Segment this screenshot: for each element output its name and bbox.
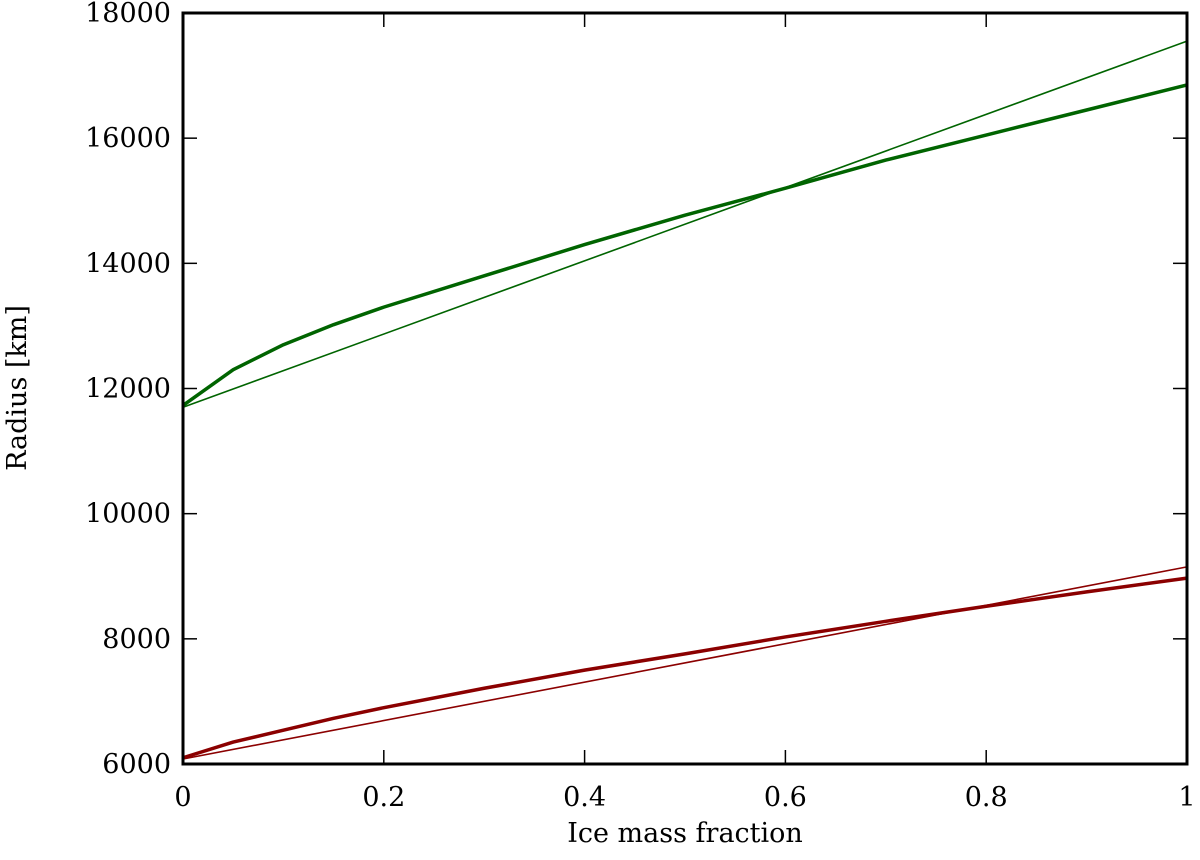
- x-tick-label: 0.8: [965, 782, 1008, 813]
- x-tick-label: 1: [1178, 782, 1195, 813]
- x-axis-label: Ice mass fraction: [567, 818, 803, 849]
- line: [181, 83, 1188, 407]
- line: [182, 576, 1188, 760]
- y-tick-label: 6000: [102, 749, 171, 780]
- y-tick-label: 18000: [85, 0, 171, 29]
- y-tick-label: 16000: [85, 123, 171, 154]
- x-tick-label: 0.6: [764, 782, 807, 813]
- y-tick-label: 8000: [102, 624, 171, 655]
- x-tick-label: 0.4: [563, 782, 606, 813]
- line: [182, 40, 1188, 409]
- line: [182, 566, 1188, 760]
- plot-frame: [181, 11, 1189, 766]
- y-tick-label: 10000: [85, 499, 171, 530]
- y-tick-label: 12000: [85, 374, 171, 405]
- x-tick-label: 0.2: [362, 782, 405, 813]
- y-axis-label: Radius [km]: [2, 305, 33, 471]
- x-tick-label: 0: [174, 782, 191, 813]
- y-tick-label: 14000: [85, 248, 171, 279]
